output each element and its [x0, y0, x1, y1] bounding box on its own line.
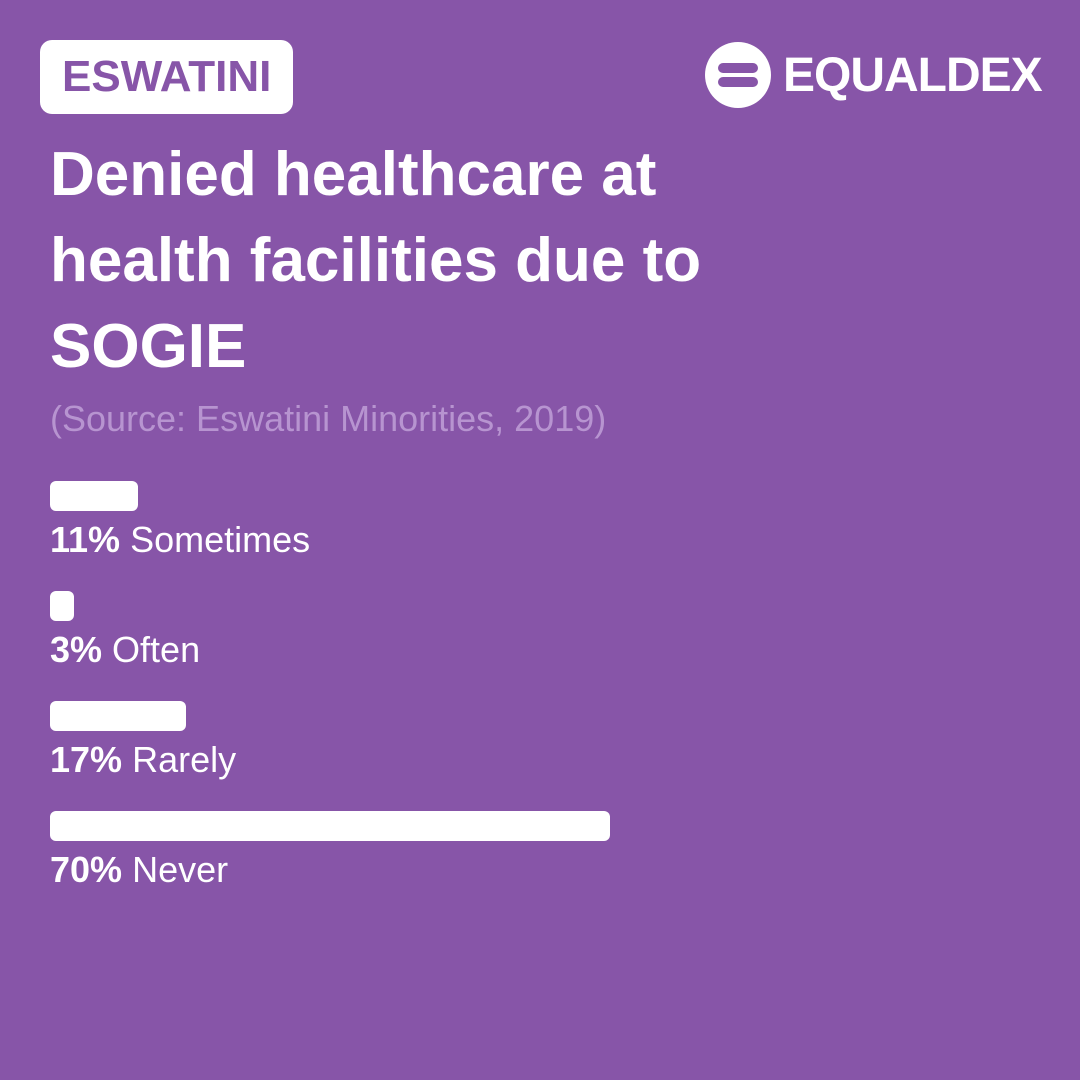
value-label: 70% — [50, 849, 123, 890]
bar — [50, 811, 610, 841]
category-label: Never — [132, 849, 229, 890]
chart-title: Denied healthcare at health facilities d… — [50, 140, 702, 381]
bar — [50, 701, 186, 731]
category-label: Sometimes — [130, 519, 311, 560]
category-label: Often — [112, 629, 201, 670]
bar — [50, 481, 138, 511]
category-label: Rarely — [132, 739, 237, 780]
bar — [50, 591, 74, 621]
value-label: 11% — [50, 519, 121, 560]
bar-label: 3% Often — [50, 629, 200, 671]
bar-label: 11% Sometimes — [50, 519, 310, 561]
chart-subtitle: (Source: Eswatini Minorities, 2019) — [50, 398, 607, 439]
logo-icon — [705, 42, 771, 108]
brand-logo: EQUALDEX — [705, 42, 1043, 108]
bar-label: 70% Never — [50, 849, 228, 891]
value-label: 3% — [50, 629, 103, 670]
bar-label: 17% Rarely — [50, 739, 236, 781]
value-label: 17% — [50, 739, 123, 780]
country-badge: ESWATINI — [40, 40, 294, 114]
brand-name: EQUALDEX — [783, 48, 1043, 102]
